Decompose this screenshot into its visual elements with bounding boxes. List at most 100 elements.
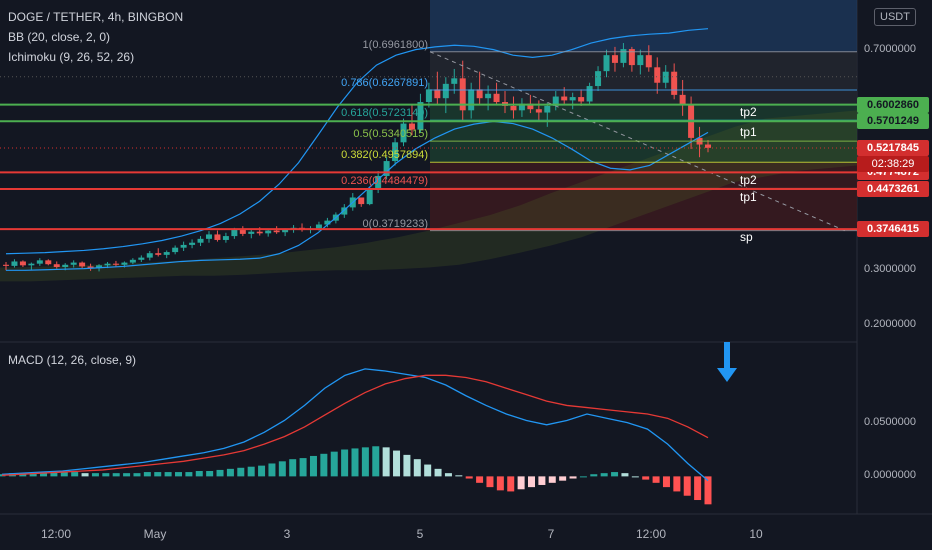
pair-title: DOGE / TETHER, 4h, BINGBON [8,10,184,24]
candle-body [628,49,635,66]
candle-body [451,78,458,84]
candle-body [3,264,9,266]
candle-body [586,86,593,102]
candle-body [197,238,204,243]
macd-histogram-bar [143,472,151,477]
macd-histogram-bar [673,476,681,492]
macd-histogram-bar [91,473,99,477]
candle-body [256,231,263,234]
candle-body [595,71,602,87]
time-axis-label: 12:00 [40,527,72,541]
trade-label-tp1: tp1 [740,125,757,140]
candle-body [70,262,77,265]
candle-body [138,257,145,260]
macd-histogram-bar [704,476,712,505]
candle-body [189,242,196,245]
macd-histogram-bar [642,476,650,480]
candle-body [493,93,500,103]
candle-body [214,234,221,240]
fib-zone-top [430,0,857,52]
fib-zone-green [430,104,857,163]
macd-histogram-bar [258,465,266,477]
macd-histogram-bar [662,476,670,488]
macd-histogram-bar [694,476,702,501]
fib-level-label: 1(0.6961800) [362,38,428,51]
candle-body [11,261,18,266]
price-tag: 0.6002860 [857,96,929,113]
candle-body [324,220,331,225]
macd-histogram-bar [652,476,660,483]
macd-histogram-bar [590,474,598,477]
ichimoku-indicator-label[interactable]: Ichimoku (9, 26, 52, 26) [8,50,135,64]
bb-indicator-label[interactable]: BB (20, close, 2, 0) [8,30,111,44]
fib-level-label: 0.5(0.5340515) [353,128,428,141]
time-axis-label: May [143,527,167,541]
candle-body [248,231,255,234]
macd-histogram-bar [29,473,37,477]
macd-histogram-bar [164,472,172,477]
trade-label-sp: sp [740,230,753,245]
macd-histogram-bar [579,476,587,478]
macd-histogram-bar [476,476,484,483]
down-arrow-shaft [724,342,730,368]
trade-label-tp2: tp2 [740,105,757,120]
macd-histogram-bar [71,472,79,477]
currency-selector[interactable]: USDT [874,8,916,26]
candle-body [231,230,238,237]
ichimoku-cloud [0,110,857,282]
candle-body [400,123,407,143]
candle-body [315,224,322,229]
macd-histogram-bar [175,472,182,477]
fib-zone-red [430,162,857,230]
price-tag: 0.3746415 [857,221,929,238]
macd-histogram-bar [631,476,639,478]
price-axis-label: 0.3000000 [864,263,916,276]
time-axis-label: 5 [416,527,424,541]
price-tag: 0.5701249 [857,113,929,130]
candle-body [53,264,60,267]
time-axis-label: 12:00 [635,527,667,541]
candle-body [510,105,517,111]
candle-body [180,244,187,248]
macd-histogram-bar [60,472,68,477]
macd-histogram-bar [393,450,401,477]
candle-body [383,161,390,176]
macd-histogram-bar [611,472,619,477]
macd-indicator-label[interactable]: MACD (12, 26, close, 9) [8,353,137,367]
macd-histogram-bar [237,467,245,477]
candle-body [341,207,348,215]
fib-level-label: 0.382(0.4957894) [341,149,428,162]
macd-histogram-bar [278,461,286,477]
bb-upper-band [5,28,709,255]
macd-histogram-bar [403,454,411,477]
macd-histogram-bar [185,472,193,477]
macd-histogram-bar [382,447,390,477]
macd-histogram-bar [496,476,504,491]
candle-body [476,89,483,99]
macd-histogram-bar [683,476,691,496]
macd-histogram-bar [434,468,442,477]
candle-body [544,105,551,113]
macd-histogram-bar [123,473,131,477]
macd-histogram-bar [154,472,162,477]
candle-body [112,263,119,265]
macd-histogram-bar [226,468,234,477]
macd-histogram-bar [268,463,276,477]
candle-body [434,89,441,99]
candle-body [146,253,153,258]
candle-body [79,262,86,267]
candle-body [552,96,559,106]
candle-body [36,260,43,264]
macd-histogram-bar [559,476,567,481]
macd-histogram-bar [299,458,307,477]
macd-histogram-bar [569,476,577,479]
price-axis-label: 0.7000000 [864,42,916,55]
candle-body [62,264,69,267]
candle-body [569,97,576,101]
candle-body [459,78,466,111]
macd-histogram-bar [621,473,629,477]
candle-body [645,55,652,68]
candle-body [222,236,229,240]
trade-label-tp1: tp1 [740,190,757,205]
